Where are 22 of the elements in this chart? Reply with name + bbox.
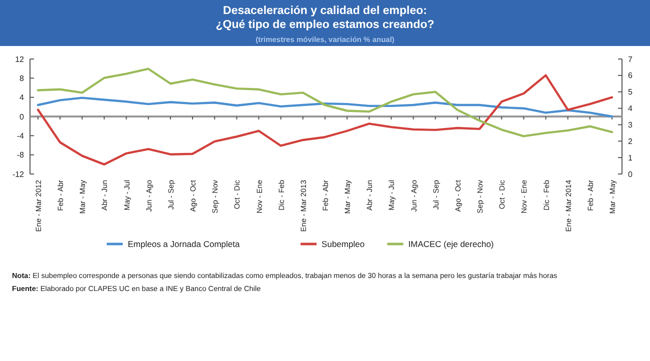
y2-tick-label: 4 [628,104,633,114]
chart-title: Desaceleración y calidad del empleo: ¿Qué tipo de empleo estamos creando? [216,5,434,31]
y-tick-label: -4 [16,131,25,140]
y2-tick-label: 0 [628,170,633,179]
legend-label: Subempleo [322,238,365,249]
y2-tick-label: 3 [628,120,633,130]
y2-tick-label: 5 [628,88,633,97]
line-series [36,68,614,138]
line-series [36,96,614,118]
y2-tick-label: 2 [628,136,633,146]
legend-label: IMACEC (eje derecho) [408,238,494,249]
y2-tick-label: 1 [628,153,633,162]
y-tick-label: 0 [20,112,25,122]
y2-tick-label: 7 [628,54,633,64]
y-tick-label: 8 [20,74,25,83]
line-series [36,74,614,166]
legend-label: Empleos a Jornada Completa [128,238,240,249]
y-tick-label: 4 [20,93,25,102]
y-tick-label: 12 [15,54,25,64]
y-tick-label: -12 [12,170,25,179]
y2-tick-label: 6 [628,71,633,80]
y-tick-label: -8 [16,150,25,160]
